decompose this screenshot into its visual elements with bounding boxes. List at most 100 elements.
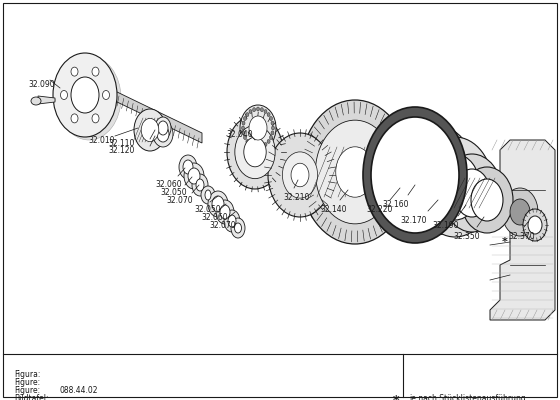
Ellipse shape bbox=[227, 115, 283, 189]
Ellipse shape bbox=[523, 209, 547, 241]
Ellipse shape bbox=[253, 108, 255, 112]
Ellipse shape bbox=[192, 174, 208, 196]
Text: Figure:: Figure: bbox=[14, 378, 40, 387]
Ellipse shape bbox=[31, 97, 41, 105]
Ellipse shape bbox=[510, 199, 530, 225]
Ellipse shape bbox=[271, 131, 274, 135]
Text: 32.350: 32.350 bbox=[453, 232, 479, 241]
Text: 32.010: 32.010 bbox=[88, 136, 114, 145]
Ellipse shape bbox=[528, 216, 542, 234]
Ellipse shape bbox=[269, 116, 273, 120]
Ellipse shape bbox=[407, 143, 463, 217]
Ellipse shape bbox=[183, 160, 193, 174]
Ellipse shape bbox=[157, 126, 169, 142]
Text: 32.190: 32.190 bbox=[432, 221, 459, 230]
Ellipse shape bbox=[268, 133, 332, 217]
Ellipse shape bbox=[253, 144, 255, 148]
Text: 32.050: 32.050 bbox=[194, 205, 221, 214]
Ellipse shape bbox=[260, 108, 263, 112]
Ellipse shape bbox=[60, 90, 68, 100]
Text: Bildtafel:: Bildtafel: bbox=[14, 394, 49, 400]
Ellipse shape bbox=[336, 147, 374, 197]
Ellipse shape bbox=[184, 163, 204, 189]
Ellipse shape bbox=[196, 179, 204, 191]
Ellipse shape bbox=[153, 121, 173, 147]
Text: *: * bbox=[393, 394, 399, 400]
Ellipse shape bbox=[282, 152, 318, 198]
Ellipse shape bbox=[244, 137, 266, 167]
Ellipse shape bbox=[235, 223, 241, 233]
Ellipse shape bbox=[260, 144, 263, 148]
Ellipse shape bbox=[71, 114, 78, 123]
Ellipse shape bbox=[92, 67, 99, 76]
Ellipse shape bbox=[228, 215, 236, 227]
Polygon shape bbox=[115, 91, 202, 143]
Text: 32.170: 32.170 bbox=[400, 216, 427, 225]
Ellipse shape bbox=[155, 117, 171, 139]
Ellipse shape bbox=[371, 117, 459, 233]
Text: 32.220: 32.220 bbox=[366, 205, 393, 214]
Ellipse shape bbox=[134, 109, 166, 151]
Ellipse shape bbox=[300, 100, 410, 244]
Text: 32.070: 32.070 bbox=[166, 196, 193, 205]
Ellipse shape bbox=[461, 167, 513, 233]
Ellipse shape bbox=[216, 200, 234, 224]
Ellipse shape bbox=[471, 179, 503, 221]
Ellipse shape bbox=[256, 145, 259, 149]
Text: Figura:: Figura: bbox=[14, 370, 40, 379]
Text: 088.44.02: 088.44.02 bbox=[60, 386, 99, 395]
Ellipse shape bbox=[271, 121, 274, 125]
Text: 32.040: 32.040 bbox=[226, 130, 253, 139]
Text: 32.140: 32.140 bbox=[320, 205, 347, 214]
Ellipse shape bbox=[363, 107, 467, 243]
Ellipse shape bbox=[71, 67, 78, 76]
Text: 32.070: 32.070 bbox=[209, 221, 236, 230]
Ellipse shape bbox=[256, 107, 259, 111]
Text: Figure:: Figure: bbox=[14, 386, 40, 395]
Ellipse shape bbox=[158, 121, 168, 135]
Ellipse shape bbox=[92, 114, 99, 123]
Ellipse shape bbox=[393, 125, 477, 235]
Ellipse shape bbox=[417, 137, 493, 237]
Ellipse shape bbox=[212, 196, 224, 212]
Text: 32.090: 32.090 bbox=[28, 80, 55, 89]
Ellipse shape bbox=[240, 105, 276, 151]
Text: 32.060: 32.060 bbox=[155, 180, 181, 189]
Ellipse shape bbox=[269, 136, 273, 140]
Ellipse shape bbox=[208, 191, 228, 217]
Ellipse shape bbox=[57, 56, 121, 140]
Ellipse shape bbox=[249, 110, 252, 114]
Ellipse shape bbox=[246, 140, 249, 144]
Ellipse shape bbox=[246, 112, 249, 116]
Ellipse shape bbox=[272, 126, 274, 130]
Text: 32.160: 32.160 bbox=[382, 200, 408, 209]
Text: 32.210: 32.210 bbox=[283, 193, 309, 202]
Ellipse shape bbox=[205, 190, 211, 200]
Ellipse shape bbox=[291, 163, 309, 187]
Ellipse shape bbox=[201, 186, 215, 204]
Text: 32.110: 32.110 bbox=[108, 139, 134, 148]
Ellipse shape bbox=[244, 136, 246, 140]
Ellipse shape bbox=[242, 121, 245, 125]
Ellipse shape bbox=[249, 116, 267, 140]
Text: 32.050: 32.050 bbox=[160, 188, 186, 197]
Text: 32.370: 32.370 bbox=[508, 232, 535, 241]
Ellipse shape bbox=[241, 126, 245, 130]
Text: 32.120: 32.120 bbox=[108, 146, 134, 155]
Ellipse shape bbox=[71, 77, 99, 113]
Ellipse shape bbox=[231, 218, 245, 238]
Ellipse shape bbox=[430, 154, 480, 220]
Ellipse shape bbox=[224, 210, 240, 232]
Ellipse shape bbox=[235, 125, 275, 179]
Ellipse shape bbox=[188, 168, 200, 184]
Ellipse shape bbox=[264, 142, 267, 146]
Polygon shape bbox=[490, 140, 555, 320]
Text: je nach Stücklistenausführung
depending on spec. number
suivant la nomenclature
: je nach Stücklistenausführung depending … bbox=[409, 394, 526, 400]
Ellipse shape bbox=[244, 116, 246, 120]
Ellipse shape bbox=[242, 131, 245, 135]
Ellipse shape bbox=[220, 205, 230, 219]
Ellipse shape bbox=[179, 155, 197, 179]
Ellipse shape bbox=[454, 169, 490, 217]
Polygon shape bbox=[38, 96, 55, 104]
Ellipse shape bbox=[502, 188, 538, 236]
